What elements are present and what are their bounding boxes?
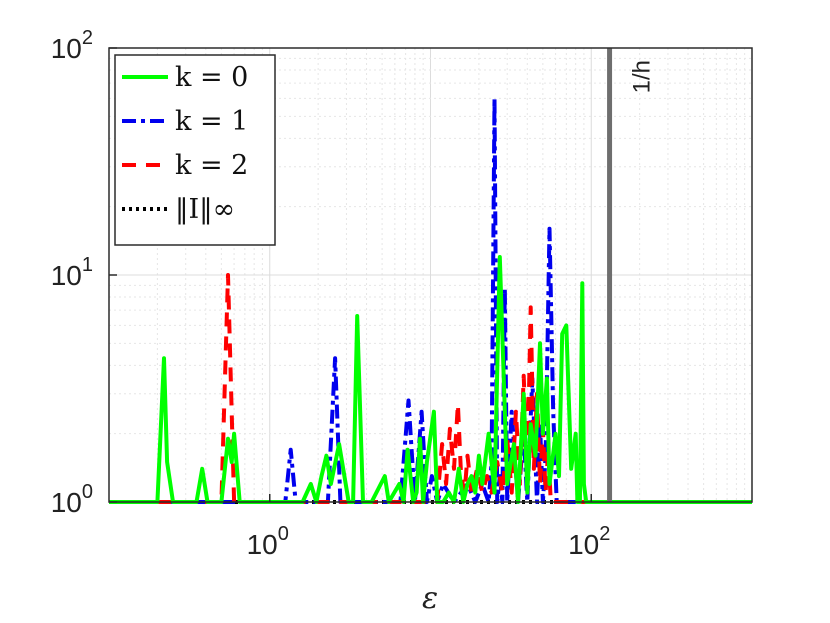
legend-label: ‖I‖∞ [175,194,235,225]
reference-line-label: 1/h [629,60,656,93]
y-tick-label: 100 [51,481,93,518]
x-axis-title: ε [422,581,438,616]
ticks: 100 102 100 101 102 [51,27,611,560]
reference-line-group: 1/h [607,48,656,502]
legend-box [114,54,276,246]
y-tick-label: 102 [51,27,93,64]
legend: k = 0 k = 1 k = 2 ‖I‖∞ [114,54,276,246]
legend-label: k = 0 [175,62,248,93]
x-tick-label: 102 [568,523,610,560]
series-line-2 [109,273,752,504]
x-tick-label: 100 [247,523,289,560]
legend-label: k = 1 [175,106,248,137]
y-tick-label: 101 [51,254,93,291]
legend-label: k = 2 [175,150,248,181]
